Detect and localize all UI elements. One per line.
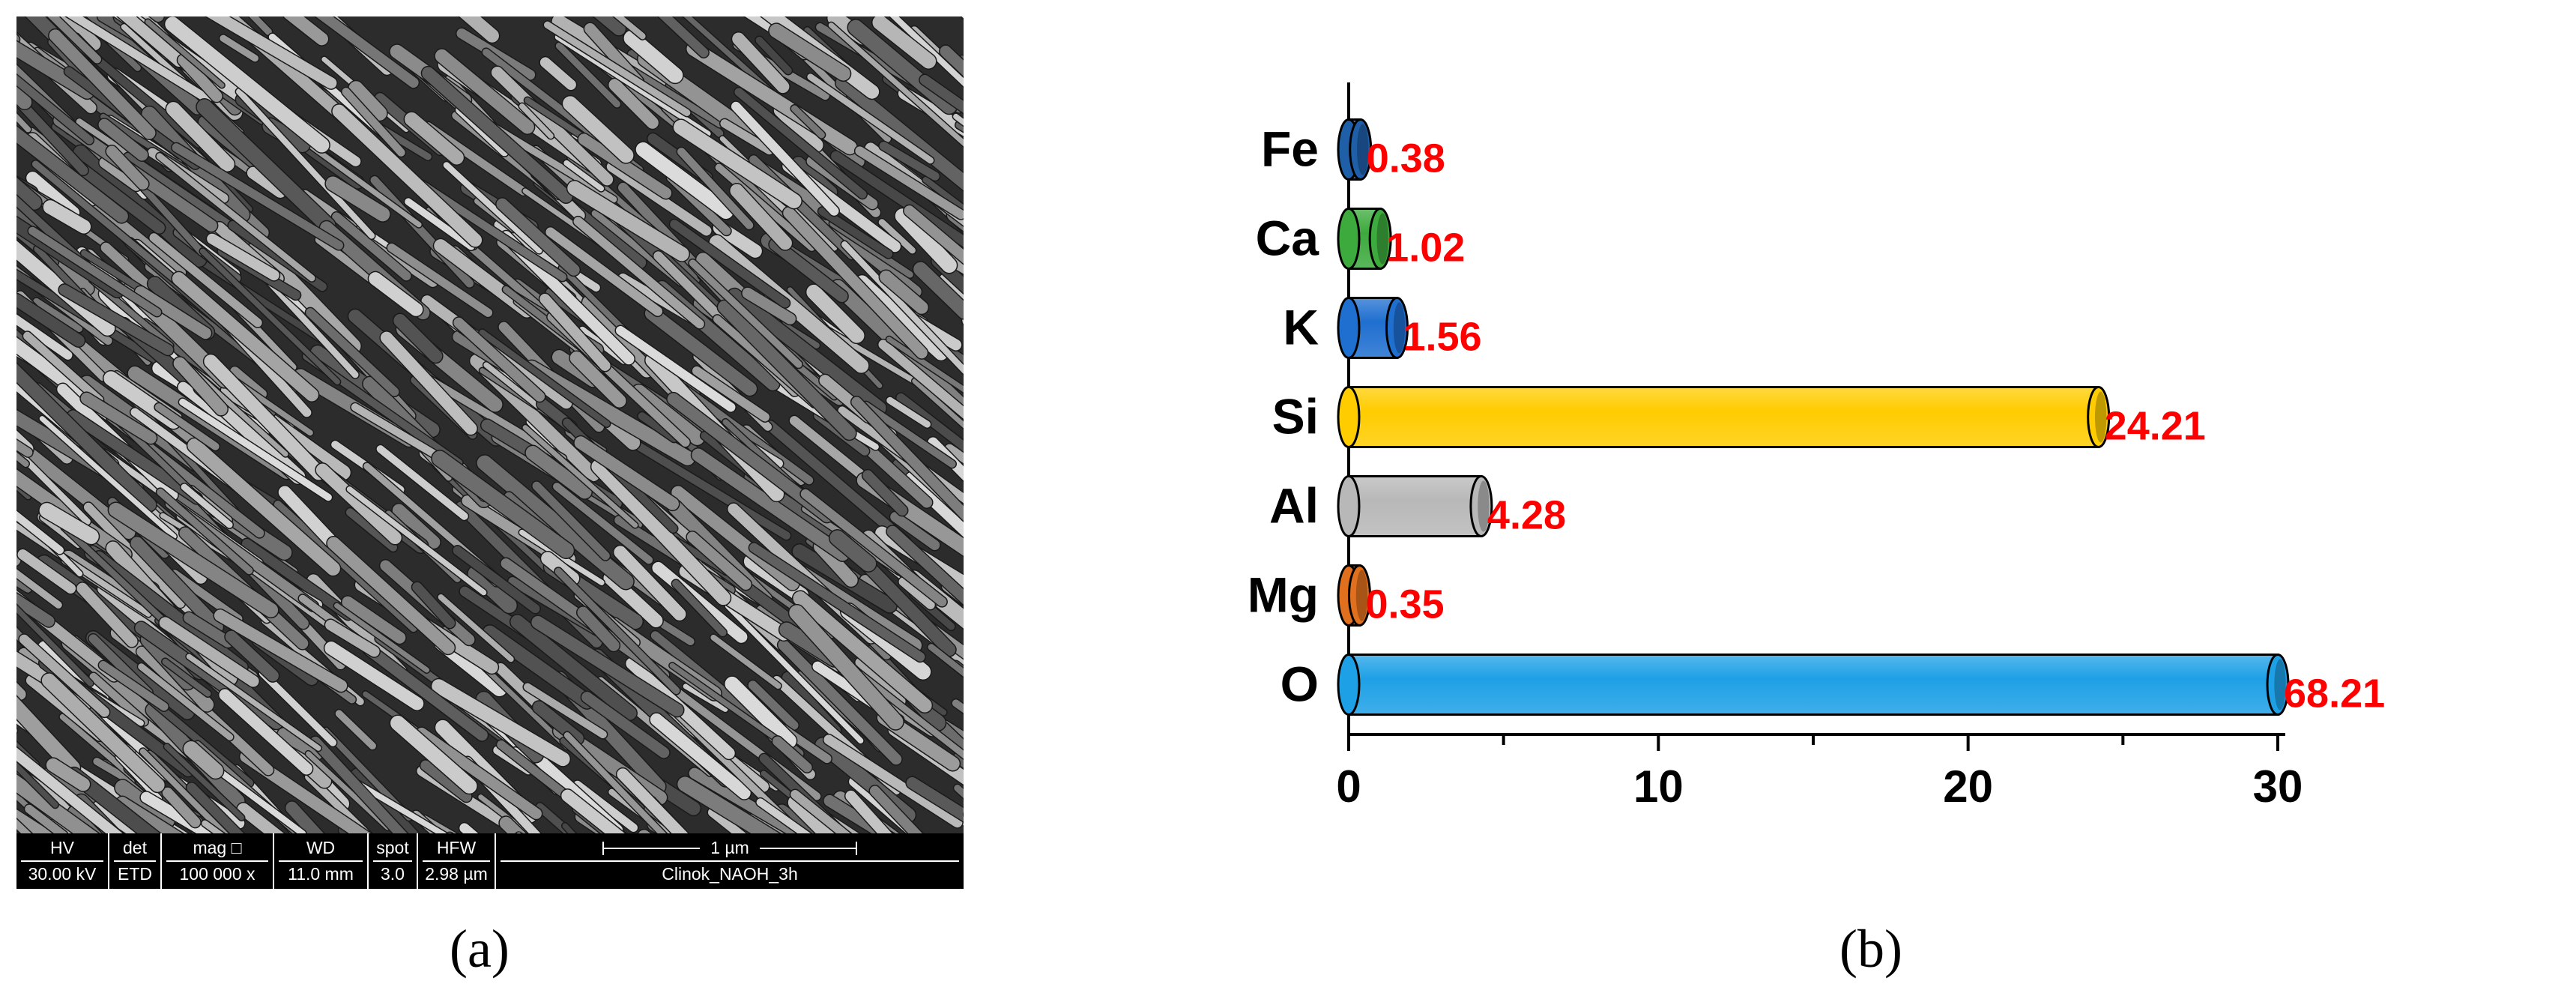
bar-cap-shade bbox=[1355, 570, 1368, 621]
bar-value-label: 24.21 bbox=[2105, 404, 2206, 449]
bar-ca bbox=[1337, 208, 1392, 270]
scale-bar: 1 µm bbox=[501, 836, 959, 862]
sem-micrograph-image bbox=[16, 16, 964, 833]
y-category-label: Mg bbox=[1248, 567, 1319, 623]
sem-panel: HV 30.00 kV det ETD mag □ 100 000 x WD 1… bbox=[16, 16, 964, 889]
bar-cap-right bbox=[1368, 208, 1392, 270]
bar-cap-left bbox=[1337, 654, 1361, 716]
bar-value-label: 1.02 bbox=[1386, 226, 1465, 271]
bar-cap-right bbox=[1349, 118, 1373, 181]
x-tick-label: 30 bbox=[2253, 761, 2303, 812]
bar-cap-shade bbox=[1357, 124, 1369, 175]
scale-bar-line-right bbox=[759, 841, 857, 855]
x-tick-label: 10 bbox=[1633, 761, 1684, 812]
x-tick-label: 20 bbox=[1943, 761, 1993, 812]
bar-value-label: 68.21 bbox=[2284, 671, 2385, 716]
panel-label-b: (b) bbox=[1839, 919, 1902, 979]
bar-o bbox=[1337, 654, 2290, 716]
bar-cap-right bbox=[2087, 386, 2111, 448]
bar-cap-shade bbox=[2274, 659, 2286, 710]
bar-cap-left bbox=[1337, 386, 1361, 448]
databar-hv-value: 30.00 kV bbox=[28, 864, 97, 884]
y-category-label: O bbox=[1281, 657, 1319, 712]
bar-al bbox=[1337, 475, 1493, 537]
databar-hv-head: HV bbox=[21, 836, 103, 862]
databar-det-value: ETD bbox=[118, 864, 152, 884]
bar-body bbox=[1347, 475, 1483, 537]
eds-bar-chart: 0 10 20 30 Fe 0.38 Ca 1.02 K 1.56 Si 24.21 Al 4.28 Mg 0… bbox=[1139, 45, 2576, 839]
databar-wd-value: 11.0 mm bbox=[288, 864, 354, 884]
databar-scale: 1 µm Clinok_NAOH_3h bbox=[496, 833, 964, 889]
bar-cap-right bbox=[2266, 654, 2290, 716]
y-category-label: Al bbox=[1269, 478, 1319, 534]
databar-det: det ETD bbox=[109, 833, 162, 889]
bar-cap-left bbox=[1337, 475, 1361, 537]
sem-databar: HV 30.00 kV det ETD mag □ 100 000 x WD 1… bbox=[16, 833, 964, 889]
databar-hfw: HFW 2.98 µm bbox=[418, 833, 496, 889]
databar-spot-head: spot bbox=[373, 836, 412, 862]
databar-wd: WD 11.0 mm bbox=[274, 833, 369, 889]
databar-spot: spot 3.0 bbox=[369, 833, 418, 889]
bar-cap-shade bbox=[1478, 480, 1490, 532]
bar-cap-right bbox=[1385, 297, 1409, 359]
y-category-label: Si bbox=[1272, 389, 1319, 444]
databar-hfw-head: HFW bbox=[423, 836, 490, 862]
databar-spot-value: 3.0 bbox=[381, 864, 405, 884]
bar-value-label: 0.38 bbox=[1367, 136, 1445, 181]
y-category-label: Fe bbox=[1261, 121, 1319, 177]
databar-det-head: det bbox=[114, 836, 156, 862]
x-tick-label: 0 bbox=[1336, 761, 1361, 812]
bar-value-label: 4.28 bbox=[1487, 493, 1566, 538]
bar-value-label: 1.56 bbox=[1403, 315, 1481, 360]
bar-cap-shade bbox=[1376, 213, 1388, 265]
databar-mag-head: mag □ bbox=[166, 836, 268, 862]
databar-mag: mag □ 100 000 x bbox=[162, 833, 274, 889]
bar-fe bbox=[1337, 118, 1373, 181]
sem-crystal-texture bbox=[16, 16, 964, 833]
databar-mag-value: 100 000 x bbox=[179, 864, 256, 884]
bar-mg bbox=[1337, 564, 1371, 627]
scale-bar-line-left bbox=[602, 841, 701, 855]
bar-cap-right bbox=[1469, 475, 1493, 537]
databar-hv: HV 30.00 kV bbox=[16, 833, 109, 889]
databar-wd-head: WD bbox=[279, 836, 363, 862]
bar-cap-left bbox=[1337, 208, 1361, 270]
y-category-label: Ca bbox=[1256, 211, 1320, 266]
bar-cap-shade bbox=[2094, 391, 2107, 443]
bar-si bbox=[1337, 386, 2111, 448]
bar-cap-left bbox=[1337, 297, 1361, 359]
bar-body bbox=[1347, 654, 2279, 716]
bar-k bbox=[1337, 297, 1409, 359]
y-category-label: K bbox=[1283, 300, 1319, 355]
sample-name: Clinok_NAOH_3h bbox=[662, 864, 798, 884]
panel-label-a: (a) bbox=[450, 919, 510, 979]
bar-cap-right bbox=[1347, 564, 1371, 627]
scale-bar-value: 1 µm bbox=[710, 838, 749, 857]
bar-value-label: 0.35 bbox=[1365, 582, 1444, 627]
bar-cap-shade bbox=[1393, 302, 1406, 354]
databar-hfw-value: 2.98 µm bbox=[425, 864, 488, 884]
bar-body bbox=[1347, 386, 2100, 448]
